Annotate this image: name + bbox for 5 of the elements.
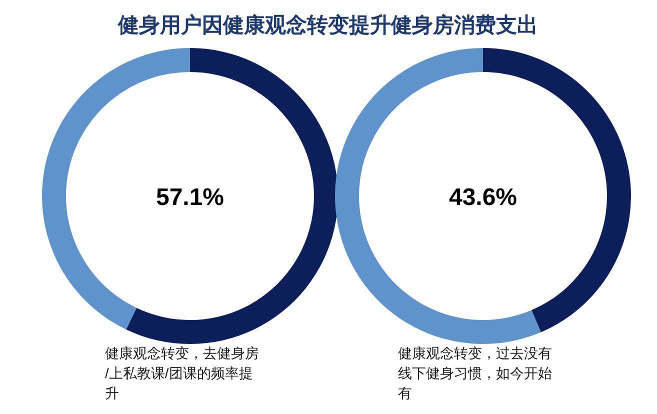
- chart-title: 健身用户因健康观念转变提升健身房消费支出: [117, 13, 538, 37]
- text: 健康观念转变，过去没有线下健身习惯，如今开始有: [398, 345, 552, 401]
- text: 健康观念转变，去健身房/上私教课/团课的频率提升: [105, 345, 259, 401]
- text: 43.6%: [448, 184, 518, 211]
- text: 57.1%: [156, 184, 224, 211]
